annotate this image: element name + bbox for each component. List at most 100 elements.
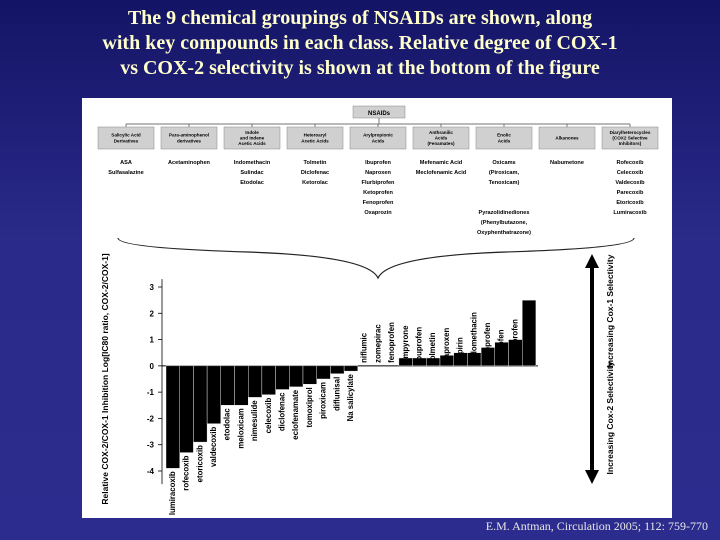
class-name: Acids	[435, 136, 448, 141]
compound-label: Meclofenamic Acid	[416, 170, 467, 176]
class-name: Acetic Acids	[238, 141, 266, 146]
compound-label: Mefenamic Acid	[420, 160, 463, 166]
bar-label: tomoxiprol	[305, 387, 314, 427]
y-tick-label: 2	[150, 309, 155, 318]
bar	[179, 365, 194, 453]
citation: E.M. Antman, Circulation 2005; 112: 759-…	[485, 519, 708, 533]
bar-label: etodolac	[223, 408, 232, 441]
bar-label: ibuprofen	[414, 327, 423, 363]
compound-label: Ketoprofen	[363, 190, 393, 196]
class-box	[97, 126, 155, 150]
bar	[302, 365, 317, 385]
bar-label: aspirin	[456, 337, 465, 363]
class-name: and Indene	[240, 136, 265, 141]
title-line: vs COX-2 selectivity is shown at the bot…	[120, 57, 600, 79]
bar	[220, 365, 235, 406]
compound-label: Diclofenac	[301, 170, 329, 176]
compound-label: Rofecoxib	[616, 160, 644, 166]
class-name: Arylpropionic	[363, 133, 393, 138]
class-box	[160, 126, 218, 150]
y-tick-label: -4	[147, 467, 155, 476]
cox2-arrow-label: Increasing Cox-2 Selectivity	[605, 361, 615, 474]
bar-label: ketoprofen	[483, 322, 492, 363]
compound-label: Pyrazolidinediones	[479, 210, 530, 216]
y-tick-label: -3	[147, 441, 155, 450]
bar-label: ampyrone	[401, 325, 410, 363]
compound-label: Ibuprofen	[365, 160, 391, 166]
class-name: Salicylic Acid	[111, 133, 141, 138]
compound-label: Sulfasalazine	[108, 170, 143, 176]
bar-label: zomepirac	[373, 324, 382, 363]
class-box	[286, 126, 344, 150]
bar	[330, 365, 345, 374]
cox1-arrow-label: Increasing Cox-1 Selectivity	[605, 254, 615, 367]
bar	[165, 365, 180, 469]
compound-label: Sulindac	[240, 170, 263, 176]
y-tick-label: 1	[150, 336, 155, 345]
bar	[316, 365, 331, 380]
bar-label: indomethacin	[469, 312, 478, 363]
compound-label: Oxaprozin	[364, 210, 392, 216]
bar	[247, 365, 263, 398]
title-line: with key compounds in each class. Relati…	[102, 32, 618, 54]
compound-label: Oxicams	[492, 160, 515, 166]
bar	[343, 365, 359, 372]
compound-label: Acetaminophen	[168, 160, 211, 166]
class-name: Alkanones	[555, 136, 579, 141]
class-name: Anthranilic	[429, 130, 453, 135]
bar	[522, 299, 537, 367]
y-axis-label: Relative COX-2/COX-1 Inhibition Log[IC80…	[100, 253, 110, 504]
bar-label: flurbiprofen	[510, 319, 519, 363]
bar	[193, 365, 208, 443]
bar-label: eclofenamate	[291, 389, 300, 439]
bar-label: naproxen	[442, 328, 451, 363]
class-box	[601, 126, 659, 150]
y-tick-label: 0	[150, 362, 155, 371]
compound-label: Etodolac	[240, 180, 264, 186]
compound-label: Parecoxib	[617, 190, 644, 196]
y-tick-label: -1	[147, 388, 155, 397]
compound-label: Nabumetone	[550, 160, 584, 166]
compound-label: Ketorolac	[302, 180, 328, 186]
bar-label: Na salicylate	[346, 373, 355, 421]
root-label: NSAIDs	[368, 111, 391, 117]
bar-label: diclofenac	[277, 392, 286, 431]
compound-label: Valdecoxib	[615, 180, 645, 186]
bar-label: lumiracoxib	[168, 471, 177, 515]
compound-label: Indomethacin	[234, 160, 271, 166]
bar-label: celecoxib	[264, 398, 273, 434]
class-box	[412, 126, 470, 150]
class-name: Acids	[372, 138, 385, 143]
class-name: Para-aminophenol	[169, 133, 209, 138]
compound-label: ASA	[120, 160, 132, 166]
class-name: Acids	[498, 138, 511, 143]
curly-brace	[117, 237, 635, 280]
y-tick-label: -2	[147, 414, 155, 423]
bar	[275, 365, 290, 390]
bar-label: etoricoxib	[195, 445, 204, 482]
bar-label: fenoprofen	[387, 322, 396, 363]
arrow-up-head	[585, 254, 599, 268]
bar-label: meloxicam	[236, 408, 245, 448]
bar-label: piroxicam	[319, 382, 328, 419]
title-line: The 9 chemical groupings of NSAIDs are s…	[127, 7, 593, 29]
compound-label: Naproxen	[365, 170, 391, 176]
class-name: Acetic Acids	[301, 138, 329, 143]
compound-label: Tenoxicam)	[489, 180, 520, 186]
compound-label: Flurbiprofen	[362, 180, 396, 186]
class-name: (COX2 Selective	[612, 136, 648, 141]
nsaid-figure: NSAIDs Salicylic Acid Derivatives ASA Sulfas…	[82, 98, 672, 518]
compound-label: Tolmetin	[304, 160, 327, 166]
bar	[234, 365, 249, 406]
bar	[206, 365, 221, 424]
class-name: derivatives	[177, 138, 201, 143]
bar	[289, 365, 304, 388]
class-name: Derivatives	[114, 138, 139, 143]
bar-label: rofecoxib	[182, 455, 191, 490]
compound-label: Etoricoxib	[616, 200, 644, 206]
compound-label: Fenoprofen	[363, 200, 394, 206]
bar	[261, 365, 276, 395]
class-name: Diarylheterocycles	[610, 130, 651, 135]
class-box	[223, 126, 281, 150]
compound-label: (Piroxicam,	[489, 170, 520, 176]
